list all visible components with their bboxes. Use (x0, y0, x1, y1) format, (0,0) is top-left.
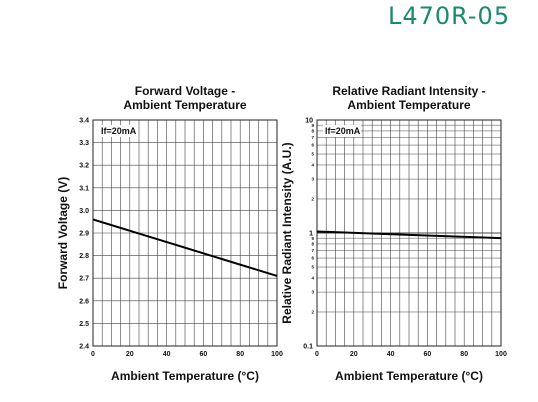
x-tick-label: 40 (387, 351, 395, 358)
y-tick-label: 2.6 (79, 298, 89, 305)
x-tick-label: 0 (91, 351, 95, 358)
y-tick-label: 2.4 (79, 344, 89, 351)
x-tick-label: 60 (200, 351, 208, 358)
y-minor-tick-label: 3 (311, 177, 314, 182)
y-axis-label: Relative Radiant Intensity (A.U.) (280, 142, 294, 323)
y-minor-tick-label: 9 (311, 123, 314, 128)
annotation-background (323, 125, 361, 137)
y-minor-tick-label: 6 (311, 256, 314, 261)
x-tick-label: 60 (424, 351, 432, 358)
x-axis-label: Ambient Temperature (°C) (111, 369, 259, 383)
y-tick-label: 0.1 (303, 344, 313, 351)
x-tick-label: 80 (236, 351, 244, 358)
y-tick-label: 2.8 (79, 253, 89, 260)
y-minor-tick-label: 5 (311, 265, 314, 270)
y-axis-label: Forward Voltage (V) (56, 177, 70, 289)
y-tick-label: 3.0 (79, 208, 89, 215)
plot-frame (316, 119, 502, 347)
chart-title-line2: Ambient Temperature (347, 98, 470, 112)
y-minor-tick-label: 3 (311, 290, 314, 295)
series-line (316, 230, 502, 240)
y-tick-label: 3.2 (79, 163, 89, 170)
y-tick-label: 1 (309, 231, 313, 238)
y-minor-tick-label: 5 (311, 152, 314, 157)
y-minor-tick-label: 6 (311, 143, 314, 148)
x-tick-label: 80 (460, 351, 468, 358)
y-minor-tick-label: 7 (311, 135, 314, 140)
y-minor-tick-label: 4 (311, 276, 314, 281)
forward-voltage-chart: Forward Voltage -Ambient Temperature 0 20 4… (56, 84, 283, 383)
chart-title-line1: Relative Radiant Intensity - (332, 84, 485, 98)
y-tick-label: 2.7 (79, 276, 89, 283)
series-line (92, 218, 278, 277)
y-minor-tick-label: 4 (311, 163, 314, 168)
y-tick-label: 2.9 (79, 231, 89, 238)
x-tick-label: 40 (163, 351, 171, 358)
chart-title-line2: Ambient Temperature (123, 98, 246, 112)
chart-title-line1: Forward Voltage - (135, 84, 235, 98)
x-tick-label: 20 (126, 351, 134, 358)
condition-annotation: If=20mA (325, 126, 361, 136)
annotation-background (99, 125, 137, 137)
y-tick-label: 3.3 (79, 140, 89, 147)
plot-frame (92, 119, 278, 347)
y-minor-tick-label: 2 (311, 197, 314, 202)
x-tick-label: 100 (495, 351, 507, 358)
condition-annotation: If=20mA (101, 126, 137, 136)
y-minor-tick-label: 7 (311, 248, 314, 253)
y-minor-tick-label: 8 (311, 242, 314, 247)
y-tick-label: 3.4 (79, 118, 89, 125)
x-tick-label: 0 (315, 351, 319, 358)
y-tick-label: 3.1 (79, 185, 89, 192)
x-tick-label: 100 (271, 351, 283, 358)
y-tick-label: 2.5 (79, 321, 89, 328)
y-minor-tick-label: 8 (311, 129, 314, 134)
x-axis-label: Ambient Temperature (°C) (335, 369, 483, 383)
part-number: L470R-05 (388, 2, 511, 30)
y-minor-tick-label: 2 (311, 310, 314, 315)
y-tick-label: 10 (305, 118, 313, 125)
radiant-intensity-chart: Relative Radiant Intensity -Ambient Temp… (280, 84, 507, 383)
x-tick-label: 20 (350, 351, 358, 358)
y-minor-tick-label: 9 (311, 236, 314, 241)
